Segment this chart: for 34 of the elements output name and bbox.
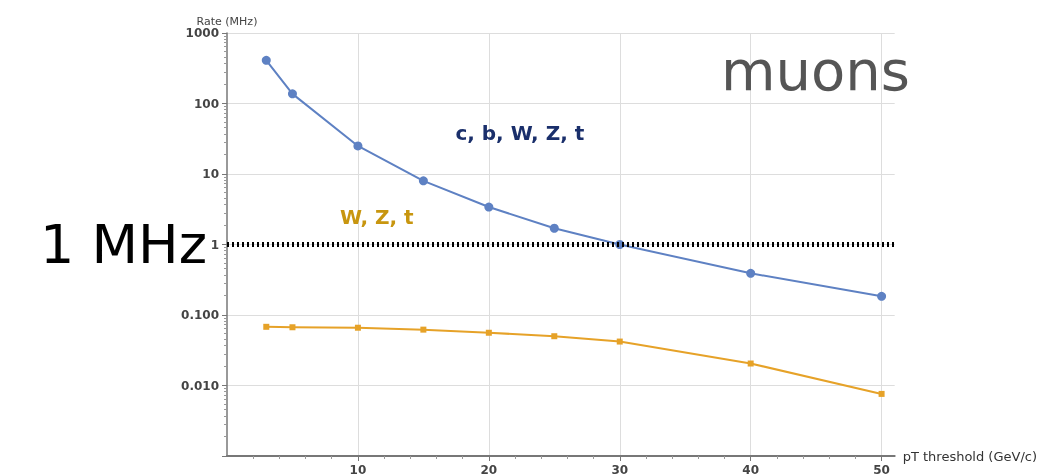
- y-tick-label: 1000: [185, 26, 219, 40]
- point: [484, 202, 494, 212]
- point: [289, 324, 296, 331]
- point: [551, 333, 558, 340]
- x-tick-label: 20: [480, 463, 498, 476]
- y-tick-label: 0.010: [181, 378, 219, 393]
- x-tick-label: 40: [742, 463, 760, 476]
- point: [354, 324, 361, 331]
- point: [263, 323, 270, 330]
- point: [353, 141, 363, 151]
- y-tick-label: 10: [202, 167, 219, 181]
- y-tick-label: 1: [210, 237, 219, 252]
- y-axis-title: Rate (MHz): [196, 15, 258, 28]
- point: [747, 360, 754, 367]
- point: [746, 268, 756, 278]
- point: [261, 55, 271, 65]
- point: [549, 223, 559, 233]
- x-tick-label: 50: [873, 463, 890, 476]
- point: [420, 326, 427, 333]
- point: [877, 291, 887, 301]
- point: [878, 390, 885, 397]
- point: [418, 176, 428, 186]
- point: [485, 329, 492, 336]
- point: [287, 89, 297, 99]
- x-tick-label: 30: [611, 463, 629, 476]
- text: W, Z, t: [340, 204, 415, 229]
- y-tick-label: 0.100: [181, 308, 219, 322]
- y-tick-label: 100: [193, 96, 219, 111]
- text: c, b, W, Z, t: [455, 121, 585, 146]
- annotation: muons: [721, 37, 911, 103]
- x-axis-title: pT threshold (GeV/c): [902, 448, 1038, 464]
- ref-line-label: 1 MHz: [39, 213, 207, 276]
- x-tick-label: 10: [349, 463, 367, 476]
- point: [616, 338, 623, 345]
